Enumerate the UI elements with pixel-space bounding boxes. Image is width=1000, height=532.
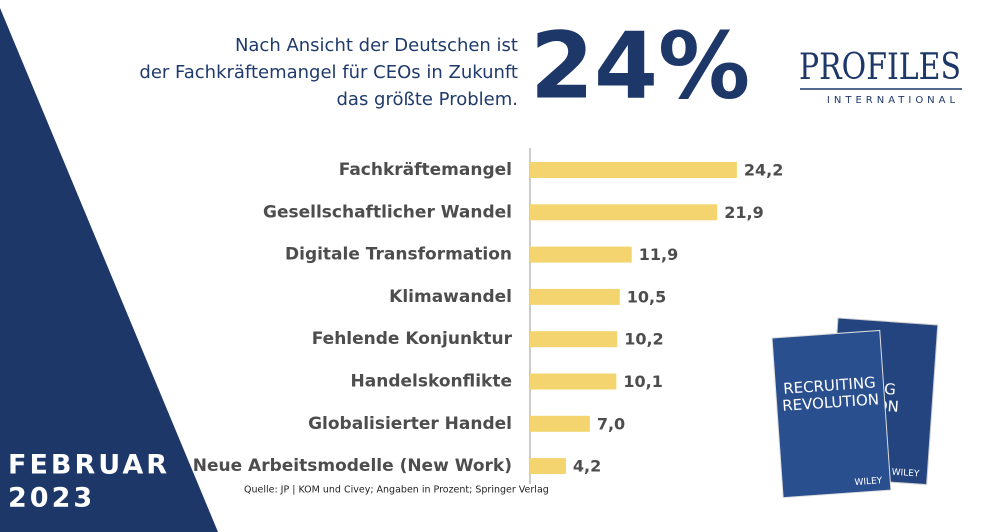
header-line: Nach Ansicht der Deutschen ist [235,35,518,56]
value-label: 24,2 [744,161,783,180]
value-label: 7,0 [597,414,625,433]
value-label: 11,9 [639,245,678,264]
side-band [0,8,218,532]
bar [530,246,632,263]
bar [530,204,718,221]
value-label: 4,2 [573,457,601,476]
source: Quelle: JP | KOM und Civey; Angaben in P… [244,485,549,496]
chart: Fachkräftemangel 24,2 Gesellschaftlicher W… [193,160,784,476]
bar [530,162,737,178]
header-line: das größte Problem. [336,89,518,110]
category-label: Klimawandel [389,287,512,307]
highlight: 24% [530,12,750,119]
logo-name: PROFILES [799,47,961,88]
category-label: Globalisierter Handel [308,414,512,434]
bar [530,373,617,390]
value-label: 21,9 [724,203,763,222]
bar [530,458,566,475]
value-label: 10,5 [627,287,666,306]
value-label: 10,2 [624,330,663,349]
category-label: Fehlende Konjunktur [312,329,513,349]
category-label: Gesellschaftlicher Wandel [263,202,512,222]
bar [530,331,618,348]
category-label: Digitale Transformation [285,245,512,265]
book-cover [771,329,892,499]
category-label: Handelskonflikte [351,372,512,392]
date-year: 2023 [8,483,95,514]
value-label: 10,1 [623,372,662,391]
bar [530,415,590,432]
category-label: Neue Arbeitsmodelle (New Work) [193,456,512,476]
bar [530,288,620,305]
book-publisher: WILEY [854,476,883,488]
category-label: Fachkräftemangel [339,160,512,180]
header-line: der Fachkräftemangel für CEOs in Zukunft [139,62,518,83]
book-publisher: WILEY [891,468,920,480]
book-front: RECRUITING REVOLUTION WILEY [771,329,892,499]
date-month: FEBRUAR [8,450,170,481]
logo-subtitle: INTERNATIONAL [827,95,959,106]
